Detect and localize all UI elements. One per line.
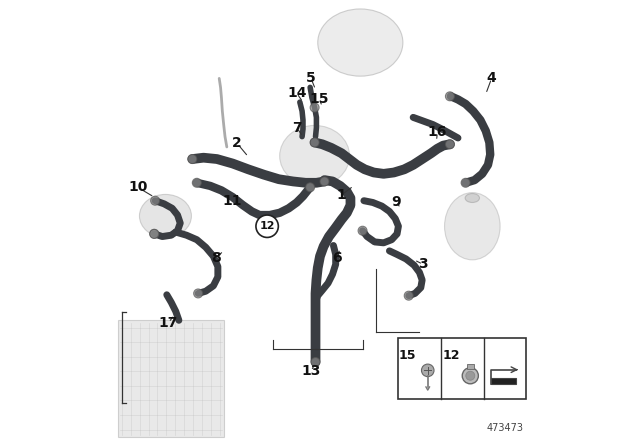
Text: 10: 10	[128, 180, 147, 194]
Text: 14: 14	[287, 86, 307, 100]
Text: 11: 11	[223, 194, 243, 208]
Ellipse shape	[445, 193, 500, 260]
Ellipse shape	[465, 194, 479, 202]
Text: 2: 2	[232, 136, 242, 151]
Ellipse shape	[140, 194, 191, 237]
Ellipse shape	[280, 125, 349, 186]
Text: 13: 13	[301, 364, 321, 378]
Text: 3: 3	[418, 257, 428, 271]
Text: 17: 17	[159, 315, 179, 330]
Text: 12: 12	[442, 349, 460, 362]
Circle shape	[192, 178, 201, 187]
Circle shape	[466, 371, 475, 380]
Text: 16: 16	[428, 125, 447, 139]
Circle shape	[445, 92, 454, 101]
Circle shape	[404, 291, 413, 300]
Circle shape	[358, 226, 367, 235]
Circle shape	[320, 177, 329, 186]
Circle shape	[150, 196, 159, 205]
Circle shape	[311, 358, 320, 366]
Text: 8: 8	[211, 250, 221, 265]
Text: 15: 15	[309, 91, 329, 106]
Bar	[467, 364, 474, 369]
Circle shape	[310, 138, 319, 147]
Circle shape	[461, 178, 470, 187]
Text: 4: 4	[486, 71, 497, 86]
Text: 1: 1	[337, 188, 346, 202]
Text: 9: 9	[391, 194, 401, 209]
Text: 15: 15	[398, 349, 416, 362]
Circle shape	[445, 140, 454, 149]
Circle shape	[422, 364, 434, 377]
Circle shape	[150, 229, 159, 238]
Circle shape	[188, 155, 196, 164]
Bar	[398, 338, 526, 399]
Text: 6: 6	[332, 250, 342, 265]
Text: 12: 12	[259, 221, 275, 231]
Circle shape	[462, 368, 478, 384]
Circle shape	[306, 183, 315, 192]
Text: 473473: 473473	[487, 423, 524, 433]
Text: 5: 5	[306, 71, 316, 86]
Bar	[118, 320, 224, 437]
Circle shape	[310, 103, 319, 112]
Circle shape	[150, 229, 159, 238]
Circle shape	[256, 215, 278, 237]
Text: 7: 7	[292, 121, 301, 135]
Polygon shape	[492, 378, 516, 383]
Circle shape	[194, 289, 203, 298]
Ellipse shape	[317, 9, 403, 76]
